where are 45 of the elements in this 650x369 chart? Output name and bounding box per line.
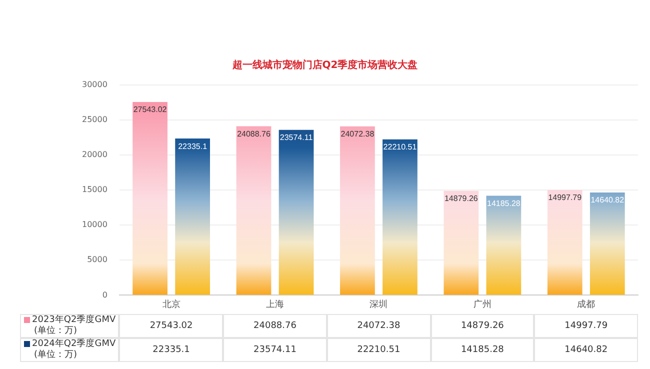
x-tick-label: 深圳 bbox=[370, 298, 388, 310]
y-tick-label: 30000 bbox=[82, 80, 108, 89]
data-label: 27543.02 bbox=[133, 105, 168, 114]
text: 27543.02 bbox=[119, 314, 224, 338]
legend-label: 2023年Q2季度GMV (单位：万) bbox=[31, 315, 116, 337]
text: 24072.38 bbox=[326, 314, 431, 338]
text: 14185.28 bbox=[430, 338, 534, 362]
bar bbox=[175, 138, 210, 295]
data-label: 24088.76 bbox=[237, 129, 271, 138]
x-tick-label: 上海 bbox=[266, 298, 284, 310]
y-tick-label: 10000 bbox=[82, 220, 108, 230]
bar bbox=[132, 102, 168, 295]
bar bbox=[278, 130, 314, 295]
data-label: 14185.28 bbox=[487, 198, 521, 208]
y-tick-label: 5000 bbox=[87, 255, 108, 264]
data-label: 14879.26 bbox=[444, 194, 478, 204]
data-label: 14640.82 bbox=[590, 196, 625, 205]
bar bbox=[444, 190, 479, 295]
bar bbox=[340, 126, 375, 295]
text: 14997.79 bbox=[534, 314, 638, 338]
text: 22210.51 bbox=[326, 338, 431, 362]
bar bbox=[590, 192, 625, 295]
x-tick-label: 北京 bbox=[162, 298, 180, 310]
bar bbox=[547, 190, 582, 295]
legend-label: 2024年Q2季度GMV (单位：万) bbox=[31, 339, 116, 361]
data-label: 22335.1 bbox=[178, 142, 208, 151]
text: 14879.26 bbox=[430, 314, 534, 338]
y-tick-label: 15000 bbox=[82, 185, 108, 194]
y-tick-label: 25000 bbox=[82, 114, 108, 124]
bar bbox=[486, 196, 522, 295]
y-tick-label: 0 bbox=[102, 290, 108, 300]
data-label: 22210.51 bbox=[383, 142, 418, 152]
y-tick-label: 20000 bbox=[82, 150, 108, 160]
text: 22335.1 bbox=[119, 338, 224, 362]
text: 23574.11 bbox=[223, 338, 327, 362]
chart-title: 超一线城市宠物门店Q2季度市场营收大盘 bbox=[231, 58, 419, 72]
bar bbox=[236, 126, 272, 295]
data-label: 24072.38 bbox=[340, 130, 375, 139]
data-label: 23574.11 bbox=[280, 133, 314, 142]
bar bbox=[382, 139, 418, 295]
x-tick-label: 广州 bbox=[473, 298, 492, 310]
data-label: 14997.79 bbox=[548, 193, 582, 202]
text: 24088.76 bbox=[223, 314, 327, 338]
x-tick-label: 成都 bbox=[577, 298, 596, 310]
text: 14640.82 bbox=[534, 338, 638, 362]
